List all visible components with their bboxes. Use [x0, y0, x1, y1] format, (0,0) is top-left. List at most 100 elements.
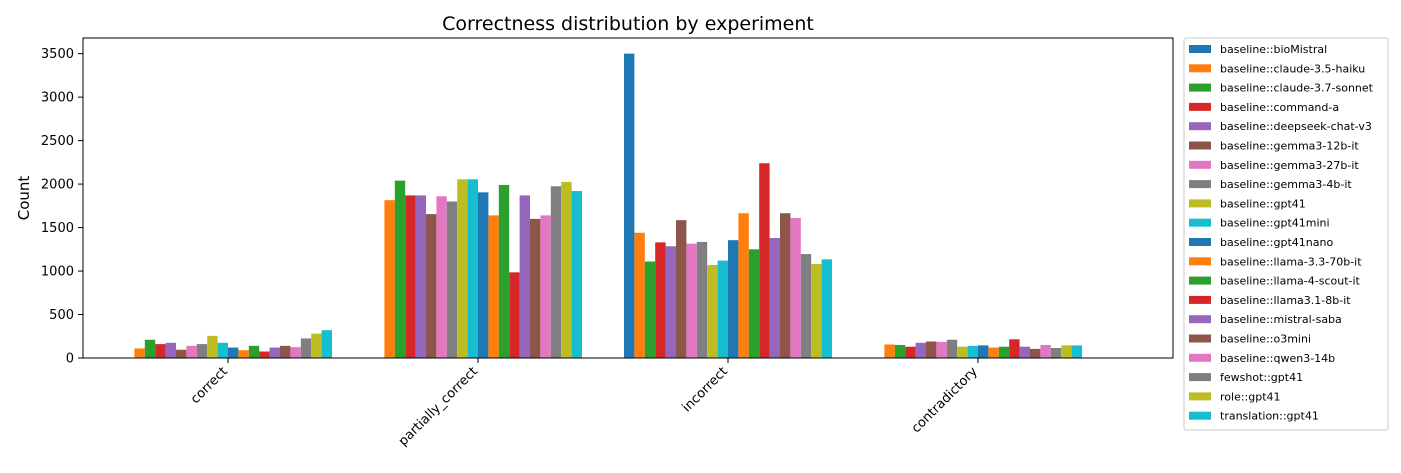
legend-label: baseline::bioMistral	[1220, 43, 1327, 56]
bar	[936, 341, 947, 358]
bar	[280, 345, 291, 358]
legend-swatch	[1189, 392, 1211, 401]
bar	[978, 345, 989, 358]
legend-label: translation::gpt41	[1220, 410, 1319, 423]
legend-label: baseline::claude-3.5-haiku	[1220, 62, 1365, 75]
y-tick-label: 2000	[41, 178, 74, 193]
bar	[384, 200, 395, 358]
legend-swatch	[1189, 122, 1211, 131]
bar	[998, 346, 1010, 358]
legend-swatch	[1189, 45, 1211, 53]
bar	[957, 346, 968, 358]
legend-label: baseline::qwen3-14b	[1220, 352, 1335, 365]
bar	[196, 344, 208, 358]
bar	[707, 264, 718, 358]
legend-label: baseline::gemma3-12b-it	[1220, 140, 1359, 153]
bar	[488, 215, 499, 358]
y-tick-label: 1500	[41, 221, 74, 236]
bar	[1009, 339, 1020, 358]
bar	[800, 254, 812, 358]
legend-label: baseline::gpt41nano	[1220, 236, 1333, 249]
bar	[446, 201, 458, 358]
bar	[894, 344, 906, 358]
bar	[519, 195, 530, 358]
legend-label: baseline::gpt41	[1220, 197, 1306, 210]
bar	[1061, 345, 1072, 358]
legend-swatch	[1189, 315, 1211, 324]
bar	[915, 342, 926, 358]
bar	[530, 218, 541, 358]
bar	[780, 213, 791, 358]
y-tick-label: 500	[49, 308, 74, 323]
axes-layer: 0 500 1000 1500 2000 2500 3000 3500 correct parti…	[41, 37, 1174, 449]
bar	[238, 350, 249, 358]
bar	[561, 181, 572, 358]
legend-swatch	[1189, 180, 1211, 189]
bar	[790, 218, 801, 358]
x-tick-label: incorrect	[680, 364, 731, 415]
bar	[1030, 348, 1041, 358]
bar	[696, 241, 708, 358]
bar	[311, 333, 322, 358]
legend-label: baseline::gpt41mini	[1220, 217, 1330, 230]
bar	[457, 179, 468, 358]
bar	[624, 53, 635, 359]
bar	[426, 214, 437, 358]
bar	[1040, 344, 1051, 358]
legend-swatch	[1189, 160, 1211, 169]
bar	[967, 345, 978, 358]
legend-label: baseline::deepseek-chat-v3	[1220, 120, 1372, 133]
bar	[1050, 348, 1062, 358]
legend-swatch	[1189, 295, 1211, 304]
bar	[207, 335, 218, 358]
legend-label: baseline::llama3.1-8b-it	[1220, 294, 1351, 307]
bar	[176, 349, 187, 358]
bar	[769, 238, 780, 358]
chart-title: Correctness distribution by experiment	[442, 13, 814, 35]
bar	[165, 342, 176, 358]
bar	[634, 232, 645, 358]
y-axis-title: Count	[15, 176, 33, 221]
y-tick-label: 3500	[41, 47, 74, 62]
legend-swatch	[1189, 64, 1211, 73]
bar	[644, 261, 656, 358]
bar	[155, 344, 166, 358]
bar	[478, 192, 489, 358]
bar	[676, 220, 687, 358]
bar	[321, 330, 332, 358]
bar	[550, 186, 562, 358]
legend-label: baseline::claude-3.7-sonnet	[1220, 82, 1374, 95]
legend-swatch	[1189, 373, 1211, 382]
bar	[738, 213, 749, 358]
legend-swatch	[1189, 141, 1211, 150]
x-tick-label: partially_correct	[396, 364, 481, 449]
bar	[1019, 346, 1030, 358]
legend-swatch	[1189, 334, 1211, 343]
bar	[717, 260, 728, 358]
legend-swatch	[1189, 238, 1211, 246]
bar	[748, 249, 760, 358]
bar	[498, 184, 510, 358]
bar	[926, 341, 937, 358]
legend-swatch	[1189, 257, 1211, 266]
legend-swatch	[1189, 276, 1211, 285]
bar	[467, 179, 478, 358]
bar	[686, 243, 697, 358]
x-tick-label: contradictory	[909, 364, 981, 436]
y-tick-label: 0	[66, 352, 74, 367]
legend-label: baseline::o3mini	[1220, 333, 1311, 346]
legend-swatch	[1189, 353, 1211, 362]
bar	[259, 351, 270, 358]
legend-swatch	[1189, 199, 1211, 208]
legend: baseline::bioMistralbaseline::claude-3.5…	[1183, 37, 1389, 431]
bar	[509, 272, 520, 358]
bar	[665, 246, 676, 358]
legend-label: baseline::gemma3-27b-it	[1220, 159, 1359, 172]
bar	[186, 345, 197, 358]
legend-swatch	[1189, 83, 1211, 92]
plot-frame	[82, 37, 1174, 359]
legend-label: fewshot::gpt41	[1220, 371, 1303, 384]
bar	[300, 338, 312, 358]
legend-label: baseline::llama-3.3-70b-it	[1220, 255, 1362, 268]
